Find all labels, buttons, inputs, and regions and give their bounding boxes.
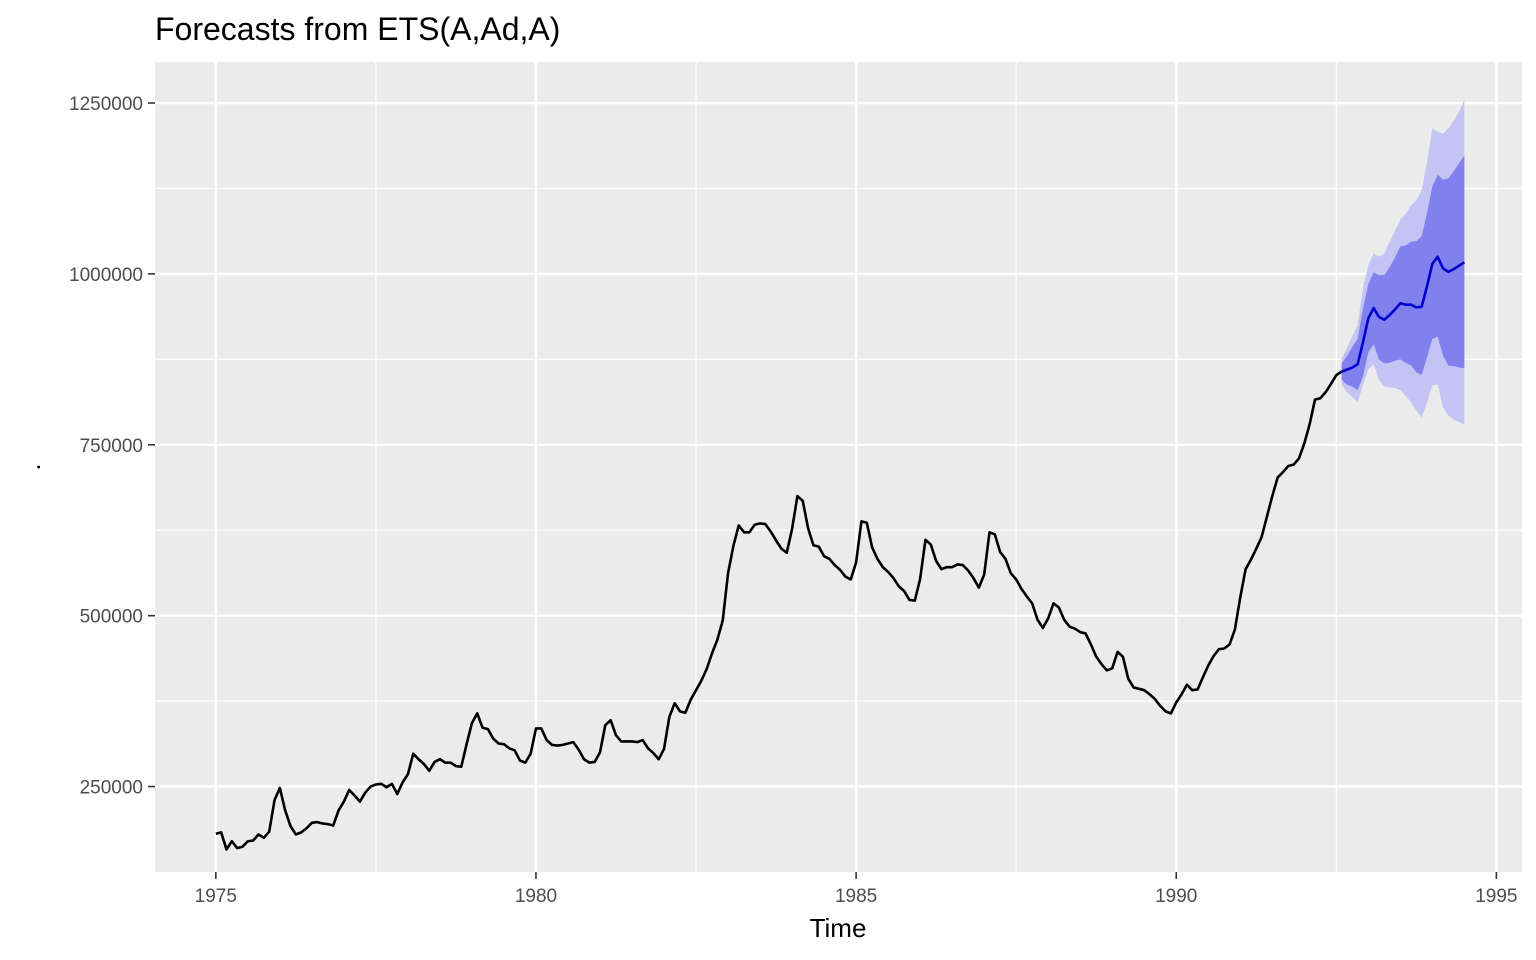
y-axis-title: .: [16, 463, 46, 470]
y-tick-label: 250000: [80, 778, 143, 799]
x-axis: 1975 1980 1985 1990 1995: [195, 872, 1518, 907]
forecast-80-interval: [1341, 155, 1465, 391]
x-axis-title: Time: [810, 913, 867, 943]
x-tick-label: 1995: [1475, 886, 1517, 907]
y-tick-label: 750000: [80, 436, 143, 457]
minor-gridlines: [155, 62, 1522, 872]
forecast-mean-line: [1341, 255, 1466, 373]
y-axis: 250000 500000 750000 1000000 1250000: [69, 94, 155, 799]
x-tick-label: 1980: [515, 886, 557, 907]
y-tick-label: 1000000: [69, 265, 143, 286]
major-gridlines: [155, 62, 1522, 872]
y-tick-label: 1250000: [69, 94, 143, 115]
x-tick-label: 1975: [195, 886, 237, 907]
chart-title: Forecasts from ETS(A,Ad,A): [155, 11, 560, 47]
y-tick-label: 500000: [80, 607, 143, 628]
observed-series-line: [215, 370, 1343, 851]
plot-panel: [155, 62, 1522, 872]
x-tick-label: 1990: [1155, 886, 1197, 907]
x-tick-label: 1985: [835, 886, 877, 907]
